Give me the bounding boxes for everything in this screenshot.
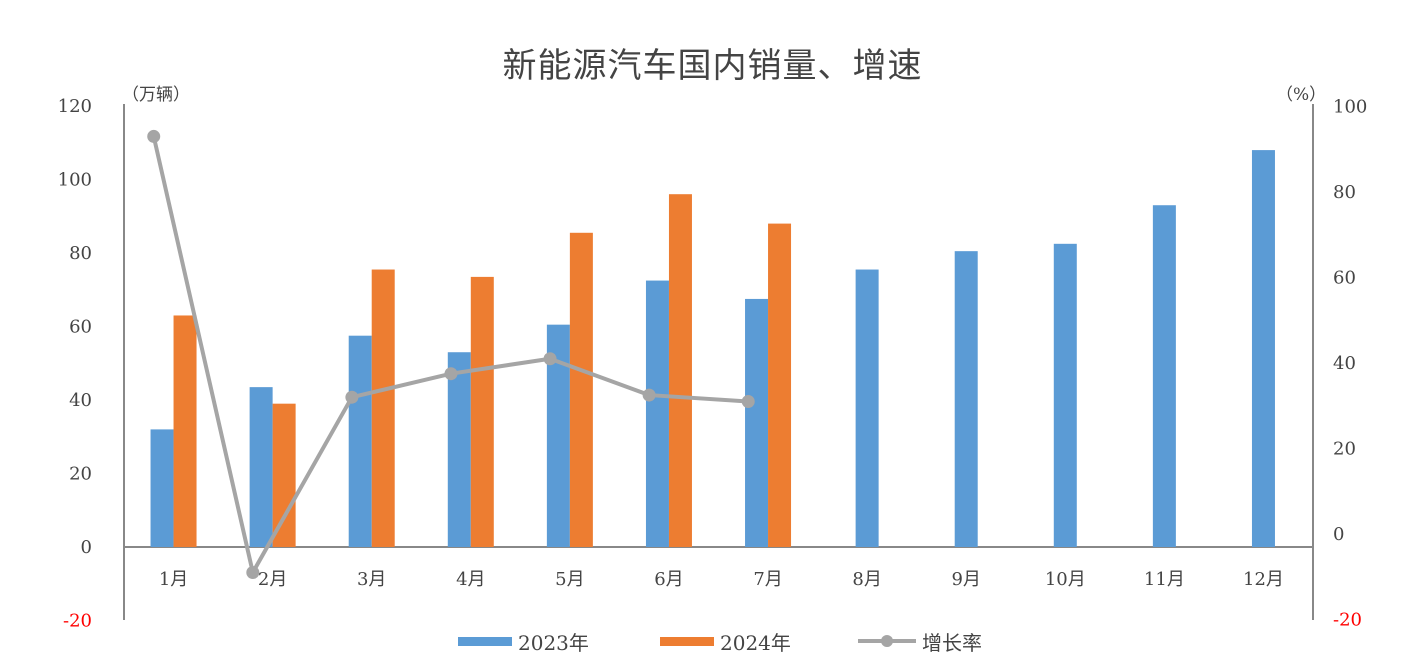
left-axis-tick-label: 100	[58, 170, 92, 191]
growth-rate-point	[741, 394, 755, 408]
right-axis-unit: （%）	[1276, 85, 1327, 105]
bar-2024	[668, 194, 692, 547]
bar-2023	[855, 269, 879, 547]
legend-item-2023: 2023年	[458, 626, 589, 656]
legend-label-2023: 2023年	[518, 630, 589, 655]
left-axis-tick-label: 80	[69, 243, 92, 264]
right-axis-tick-label: 60	[1333, 268, 1356, 289]
growth-rate-point	[444, 367, 458, 381]
chart-title: 新能源汽车国内销量、增速	[502, 46, 923, 86]
growth-rate-point	[246, 565, 260, 579]
bar-2023	[447, 352, 471, 547]
legend-item-2024: 2024年	[660, 626, 791, 656]
x-axis-tick-label: 5月	[555, 569, 584, 590]
legend-label-2024: 2024年	[720, 630, 791, 655]
left-axis-tick-label: 60	[69, 317, 92, 338]
legend-swatch-2024	[660, 636, 714, 646]
bar-2023	[150, 429, 174, 547]
x-axis-tick-label: 10月	[1045, 569, 1086, 590]
chart-legend: 2023年 2024年 增长率	[0, 626, 1425, 656]
growth-rate-point	[642, 388, 656, 402]
x-axis-tick-label: 12月	[1243, 569, 1284, 590]
x-axis-tick-label: 7月	[753, 569, 782, 590]
x-axis-tick-label: 9月	[951, 569, 980, 590]
bar-2023	[1053, 243, 1077, 547]
right-axis-tick-label: 20	[1333, 439, 1356, 460]
left-axis-tick-label: 120	[58, 96, 92, 117]
x-axis-tick-label: 8月	[852, 569, 881, 590]
right-axis-tick-label: 80	[1333, 182, 1356, 203]
bar-2024	[371, 269, 395, 547]
x-axis-tick-label: 4月	[456, 569, 485, 590]
bar-2023	[645, 280, 669, 547]
x-axis-tick-label: 3月	[357, 569, 386, 590]
legend-item-growth: 增长率	[858, 626, 982, 656]
bar-2024	[173, 315, 197, 547]
bar-2023	[1152, 205, 1176, 547]
right-axis-tick-label: -20	[1333, 610, 1362, 631]
x-axis-tick-label: 11月	[1144, 569, 1185, 590]
legend-label-growth: 增长率	[922, 630, 982, 655]
right-axis-tick-label: 100	[1333, 97, 1367, 118]
bar-2024	[470, 276, 494, 547]
bar-2023	[249, 387, 273, 547]
bar-2024	[272, 403, 296, 547]
bar-2024	[569, 232, 593, 547]
growth-rate-point	[147, 129, 161, 143]
growth-rate-point	[345, 390, 359, 404]
legend-swatch-2023	[458, 636, 512, 646]
x-axis-tick-label: 6月	[654, 569, 683, 590]
x-axis-tick-label: 1月	[159, 569, 188, 590]
bar-2023	[745, 298, 769, 547]
left-axis-unit: （万辆）	[122, 85, 190, 105]
bar-2023	[348, 335, 372, 547]
legend-swatch-growth	[858, 635, 916, 647]
bar-2024	[768, 223, 792, 547]
bar-2023	[1251, 150, 1275, 547]
bar-2023	[954, 251, 978, 547]
left-axis-tick-label: 40	[69, 390, 92, 411]
bar-2023	[546, 324, 570, 547]
left-axis-tick-label: 20	[69, 464, 92, 485]
right-axis-tick-label: 40	[1333, 353, 1356, 374]
growth-rate-point	[543, 352, 557, 366]
right-axis-tick-label: 0	[1333, 524, 1344, 545]
x-axis-tick-label: 2月	[258, 569, 287, 590]
left-axis-tick-label: 0	[81, 537, 92, 558]
left-axis-tick-label: -20	[63, 611, 92, 632]
